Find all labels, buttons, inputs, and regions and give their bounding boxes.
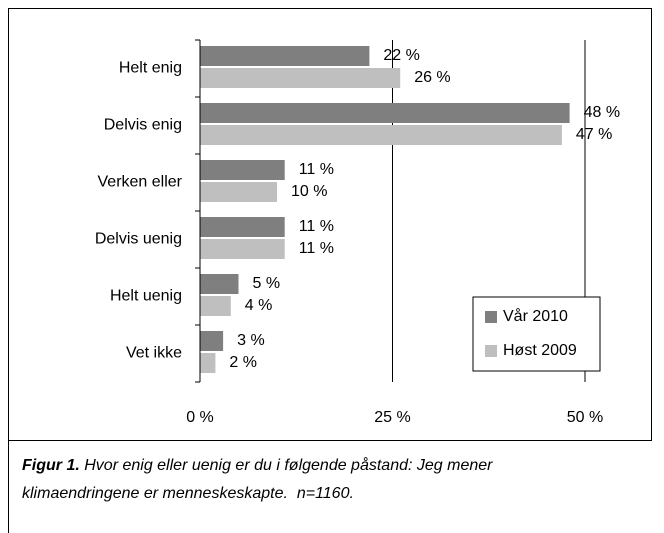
data-label: 5 % (253, 275, 281, 292)
data-label: 48 % (584, 104, 620, 121)
bar (200, 296, 231, 316)
bar (200, 125, 562, 145)
y-tick-label: Helt enig (119, 60, 182, 77)
x-tick-label: 0 % (186, 409, 214, 426)
caption-text: Hvor enig eller uenig er du i følgende p… (22, 457, 497, 502)
bar (200, 331, 224, 351)
x-tick-label: 25 % (374, 409, 410, 426)
y-tick-label: Vet ikke (126, 345, 182, 362)
bar (200, 68, 401, 88)
data-label: 11 % (299, 218, 334, 235)
y-tick-label: Delvis uenig (95, 231, 182, 248)
caption: Figur 1. Hvor enig eller uenig er du i f… (22, 452, 612, 508)
x-tick-label: 50 % (567, 409, 603, 426)
data-label: 11 % (299, 240, 334, 257)
legend-swatch (485, 311, 497, 323)
legend-box (472, 296, 601, 372)
y-tick-label: Helt uenig (110, 288, 182, 305)
legend-label: Høst 2009 (503, 342, 577, 359)
bar (200, 353, 216, 373)
y-tick-label: Verken eller (98, 174, 183, 191)
data-label: 11 % (299, 161, 334, 178)
data-label: 22 % (383, 47, 419, 64)
data-label: 26 % (414, 69, 450, 86)
bar (200, 46, 370, 66)
legend-label: Vår 2010 (503, 307, 568, 325)
data-label: 4 % (245, 297, 273, 314)
chart-frame (8, 8, 652, 441)
y-tick-label: Delvis enig (104, 117, 182, 134)
data-label: 3 % (237, 332, 265, 349)
bar (200, 160, 285, 180)
data-label: 47 % (576, 126, 612, 143)
bar (200, 274, 239, 294)
legend-swatch (485, 345, 497, 357)
data-label: 10 % (291, 183, 327, 200)
bar (200, 217, 285, 237)
data-label: 2 % (229, 354, 257, 371)
bar (200, 182, 277, 202)
bar (200, 103, 570, 123)
caption-label: Figur 1. (22, 457, 80, 474)
bar (200, 239, 285, 259)
